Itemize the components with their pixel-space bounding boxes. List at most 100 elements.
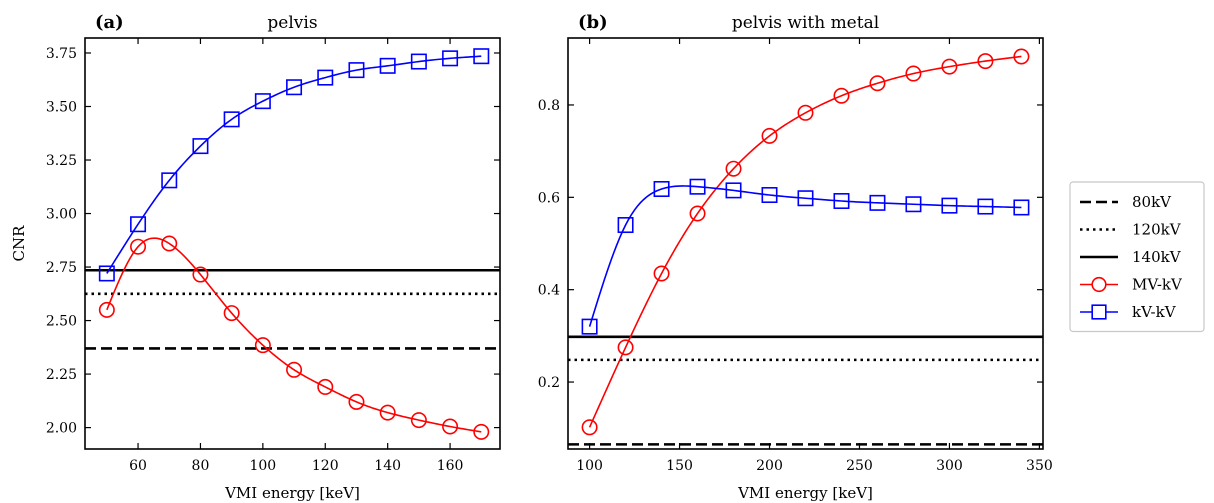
panel-title: pelvis with metal <box>732 13 879 33</box>
data-point-MV-kV <box>286 361 303 378</box>
series-kV-kV <box>98 48 490 282</box>
data-point-kV-kV <box>98 265 115 282</box>
legend-label: 140kV <box>1132 248 1182 266</box>
x-tick-label: 60 <box>129 458 147 474</box>
y-tick-label: 3.50 <box>46 100 77 116</box>
x-axis-label: VMI energy [keV] <box>224 484 360 502</box>
data-point-MV-kV <box>869 75 886 92</box>
x-tick-label: 140 <box>374 458 401 474</box>
series-MV-kV <box>581 48 1030 436</box>
data-point-kV-kV <box>833 193 850 210</box>
x-tick-label: 350 <box>1026 458 1053 474</box>
legend: 80kV 120kV 140kV MV-kV kV-kV <box>1069 181 1205 333</box>
y-tick-label: 3.75 <box>46 46 77 62</box>
legend-item-140kV: 140kV <box>1080 248 1182 266</box>
data-point-MV-kV <box>379 404 396 421</box>
data-point-MV-kV <box>192 266 209 283</box>
x-tick-label: 200 <box>756 458 783 474</box>
y-tick-label: 3.25 <box>46 153 77 169</box>
data-point-MV-kV <box>254 337 271 354</box>
x-tick-label: 250 <box>846 458 873 474</box>
panel-label: (a) <box>95 12 124 33</box>
data-point-MV-kV <box>689 205 706 222</box>
data-point-kV-kV <box>473 48 490 65</box>
legend-item-MV-kV: MV-kV <box>1080 276 1183 294</box>
legend-label: 120kV <box>1132 221 1182 239</box>
legend-label: kV-kV <box>1132 303 1177 321</box>
data-point-kV-kV <box>286 79 303 96</box>
x-tick-label: 100 <box>576 458 603 474</box>
y-tick-label: 2.25 <box>46 367 77 383</box>
data-point-MV-kV <box>410 412 427 429</box>
data-point-MV-kV <box>317 378 334 395</box>
data-point-MV-kV <box>941 58 958 75</box>
data-point-kV-kV <box>348 62 365 79</box>
y-tick-label: 2.75 <box>46 260 77 276</box>
series-kV-kV <box>581 178 1030 335</box>
panel-a: 60 80 100 120 140 160 2.00 2.25 2.50 2.75 3.00 3.25… <box>10 12 501 502</box>
series-MV-kV <box>98 235 490 440</box>
x-tick-label: 120 <box>312 458 339 474</box>
series-line-kV-kV <box>106 55 482 274</box>
legend-item-kV-kV: kV-kV <box>1080 303 1177 321</box>
data-point-kV-kV <box>317 69 334 86</box>
y-tick-label: 0.4 <box>538 283 560 299</box>
data-point-MV-kV <box>797 104 814 121</box>
data-point-kV-kV <box>725 182 742 199</box>
data-point-MV-kV <box>98 301 115 318</box>
data-point-kV-kV <box>941 197 958 214</box>
legend-item-80kV: 80kV <box>1080 193 1172 211</box>
data-point-MV-kV <box>473 423 490 440</box>
data-point-MV-kV <box>223 305 240 322</box>
legend-box <box>1069 181 1205 333</box>
series-line-MV-kV <box>106 237 482 433</box>
legend-label: 80kV <box>1132 193 1172 211</box>
x-axis-label: VMI energy [keV] <box>737 484 873 502</box>
data-point-MV-kV <box>161 235 178 252</box>
x-tick-label: 300 <box>936 458 963 474</box>
data-point-MV-kV <box>442 418 459 435</box>
x-tick-label: 100 <box>249 458 276 474</box>
data-point-MV-kV <box>617 339 634 356</box>
data-point-kV-kV <box>130 216 147 233</box>
data-point-kV-kV <box>905 196 922 213</box>
y-tick-label: 0.6 <box>538 190 560 206</box>
data-point-MV-kV <box>977 53 994 70</box>
panel-b: 100 150 200 250 300 350 0.2 0.4 0.6 0.8 VMI energy… <box>538 12 1053 502</box>
data-point-kV-kV <box>653 181 670 198</box>
y-tick-label: 2.50 <box>46 314 77 330</box>
data-point-MV-kV <box>130 238 147 255</box>
series-line-kV-kV <box>588 185 1022 327</box>
data-point-kV-kV <box>869 194 886 211</box>
x-tick-label: 160 <box>437 458 464 474</box>
legend-item-120kV: 120kV <box>1080 221 1182 239</box>
data-point-kV-kV <box>689 178 706 195</box>
series-line-MV-kV <box>588 55 1022 428</box>
legend-marker <box>1091 276 1107 293</box>
data-point-kV-kV <box>442 50 459 67</box>
x-tick-label: 80 <box>192 458 210 474</box>
plot-frame <box>567 37 1044 450</box>
data-point-MV-kV <box>833 87 850 104</box>
y-tick-label: 0.2 <box>538 375 560 391</box>
data-point-kV-kV <box>617 217 634 234</box>
data-point-MV-kV <box>725 160 742 177</box>
y-tick-label: 2.00 <box>46 421 77 437</box>
data-point-kV-kV <box>192 138 209 155</box>
data-point-kV-kV <box>761 187 778 204</box>
data-point-MV-kV <box>1013 48 1030 65</box>
x-tick-label: 150 <box>666 458 693 474</box>
plot-frame <box>84 37 501 450</box>
data-point-kV-kV <box>977 198 994 215</box>
panel-title: pelvis <box>267 13 317 33</box>
data-point-MV-kV <box>348 393 365 410</box>
data-point-kV-kV <box>581 318 598 335</box>
data-point-kV-kV <box>797 190 814 207</box>
data-point-kV-kV <box>1013 199 1030 216</box>
data-point-MV-kV <box>761 127 778 144</box>
data-point-kV-kV <box>161 172 178 189</box>
y-tick-label: 0.8 <box>538 98 560 114</box>
data-point-MV-kV <box>905 65 922 82</box>
data-point-kV-kV <box>410 53 427 70</box>
